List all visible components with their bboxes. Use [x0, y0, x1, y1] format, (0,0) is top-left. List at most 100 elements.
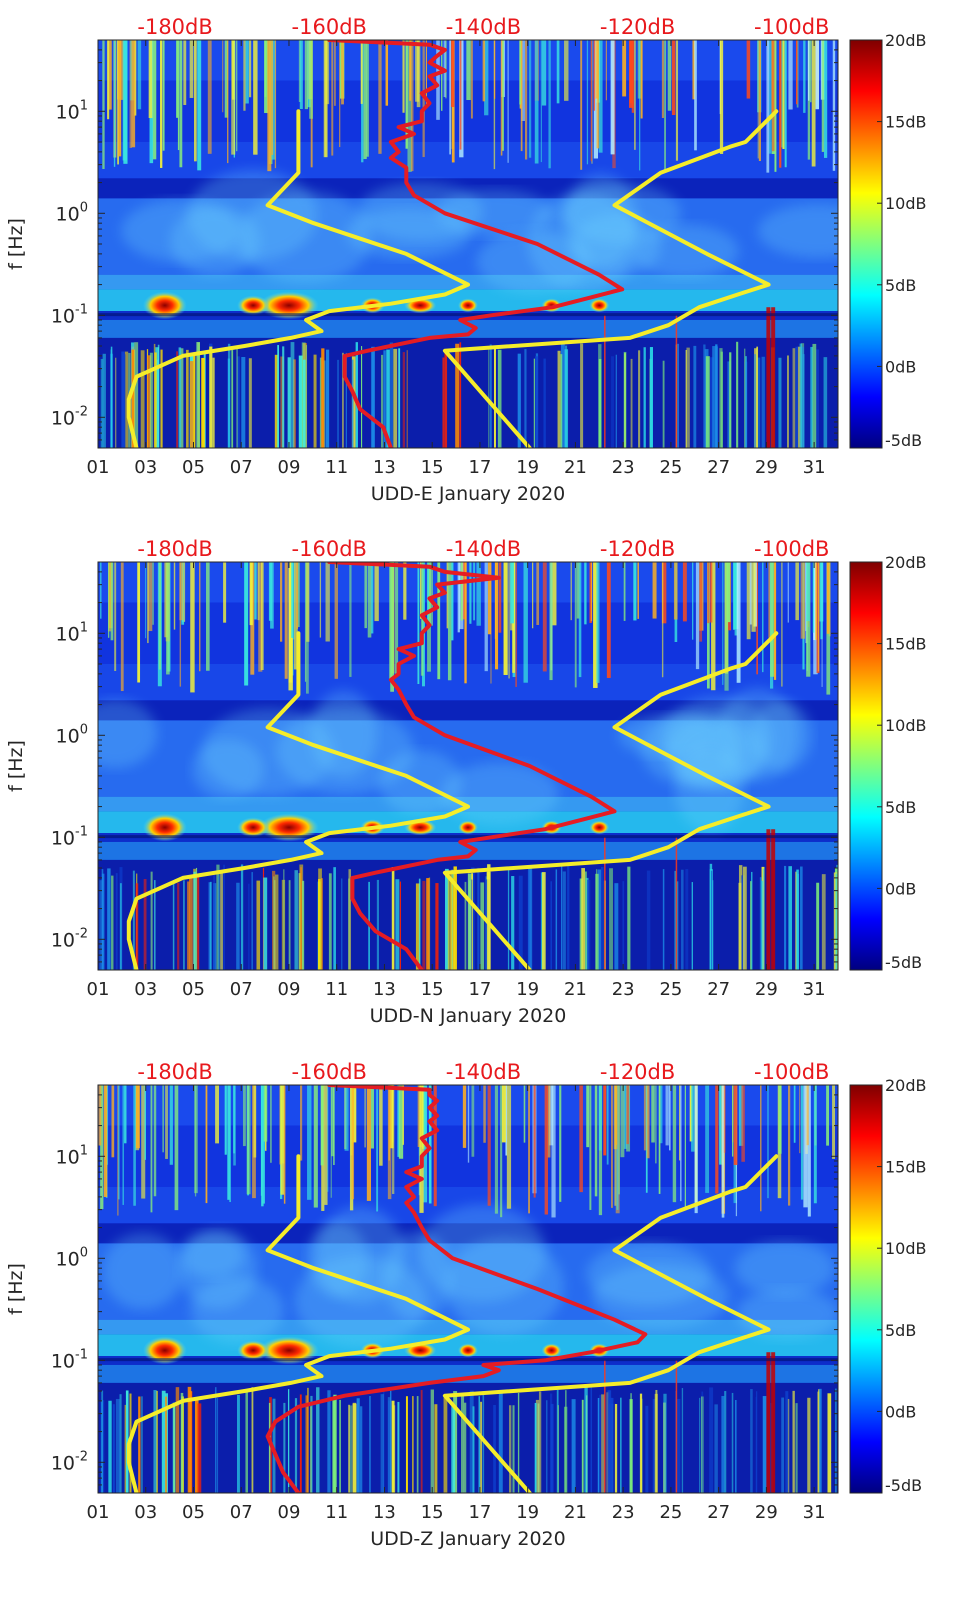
heatmap-streak [484, 562, 488, 672]
heatmap-stripe [662, 869, 665, 970]
top-axis-tick-label: -120dB [600, 15, 675, 39]
heatmap-stripe [110, 346, 113, 448]
x-axis: 01 03 05 07 09 11 13 15 17 19 21 23 25 27 29 31 UDD-E Ja… [87, 40, 826, 505]
heatmap-stripe [598, 358, 602, 448]
heatmap-streak [122, 1085, 124, 1205]
heatmap-stripe [121, 351, 125, 448]
heatmap-stripe [348, 869, 352, 970]
heatmap-haze [592, 1263, 729, 1330]
heatmap-stripe [430, 1389, 434, 1493]
heatmap-stripe [674, 870, 677, 970]
heatmap-streak [707, 562, 710, 689]
heatmap-stripe [710, 870, 713, 970]
colorbar-tick-label: 0dB [885, 1402, 916, 1421]
heatmap-stripe [293, 359, 296, 448]
heatmap-streak [548, 40, 551, 169]
heatmap-stripe [380, 1394, 384, 1493]
heatmap-streak [596, 40, 600, 149]
heatmap-stripe [762, 868, 765, 970]
heatmap-streak [144, 1085, 146, 1160]
heatmap-streak [260, 562, 264, 671]
heatmap-stripe [595, 869, 598, 970]
x-tick-label: 03 [134, 457, 157, 478]
x-tick-label: 09 [278, 979, 301, 1000]
heatmap-hotspot [258, 291, 319, 320]
heatmap-streak [466, 40, 471, 101]
heatmap-stripe [543, 358, 546, 448]
heatmap-stripe [705, 356, 710, 448]
heatmap-streak [141, 1085, 146, 1199]
x-tick-label: 05 [182, 1502, 205, 1523]
heatmap-hotspot [458, 1343, 478, 1358]
heatmap-streak [299, 40, 303, 110]
colorbar-tick-label: 15dB [885, 1158, 927, 1177]
heatmap-stripe [176, 351, 178, 448]
x-tick-label: 29 [755, 457, 778, 478]
heatmap-stripe [662, 360, 665, 448]
heatmap-streak [760, 1085, 762, 1212]
heatmap-streak [651, 1085, 655, 1143]
heatmap-stripe [720, 351, 723, 448]
heatmap-streak [288, 562, 293, 683]
heatmap-stripe [237, 1394, 240, 1493]
heatmap-stripe [194, 1399, 199, 1493]
heatmap-stripe [186, 349, 189, 448]
heatmap-stripe [546, 1400, 548, 1493]
heatmap-streak [341, 40, 344, 105]
heatmap-streak [392, 1085, 394, 1143]
heatmap-stripe [453, 1391, 458, 1493]
y-axis: 10-2 10-1 100 101 f [Hz] [5, 561, 838, 971]
heatmap-spike [766, 307, 771, 448]
heatmap-stripe [781, 1397, 785, 1493]
heatmap-streak [462, 562, 466, 620]
heatmap-spike [675, 1360, 678, 1493]
heatmap-streak [137, 40, 142, 110]
heatmap-stripe [585, 871, 587, 970]
heatmap-band [98, 1364, 838, 1383]
heatmap-stripe [451, 869, 454, 970]
heatmap-spike [604, 315, 606, 448]
heatmap-stripe [517, 353, 521, 448]
heatmap-streak [721, 1085, 725, 1218]
colorbar-gradient [849, 561, 883, 971]
heatmap-streak [117, 1085, 119, 1216]
heatmap-streak [523, 1085, 526, 1143]
heatmap-stripe [283, 869, 285, 970]
y-axis: 10-2 10-1 100 101 f [Hz] [5, 1084, 838, 1494]
heatmap-streak [263, 1085, 268, 1142]
heatmap-hotspot [237, 295, 270, 316]
heatmap-streak [179, 562, 182, 687]
x-tick-label: 01 [87, 1502, 110, 1523]
x-tick-label: 19 [516, 979, 539, 1000]
heatmap-streak [165, 1085, 168, 1159]
heatmap-stripe [685, 869, 689, 970]
heatmap-streak [722, 562, 724, 685]
heatmap-streak [283, 1085, 286, 1204]
heatmap-streak [536, 562, 540, 625]
heatmap-stripe [560, 344, 565, 448]
heatmap-streak [446, 562, 449, 629]
heatmap-stripe [213, 874, 216, 970]
heatmap-stripe [422, 880, 426, 970]
heatmap-stripe [815, 349, 820, 448]
colorbar-tick-label: 5dB [885, 1321, 916, 1340]
heatmap-stripe [724, 1391, 727, 1493]
heatmap-stripe [744, 361, 748, 448]
heatmap-stripe [792, 1390, 795, 1493]
heatmap-streak [176, 40, 179, 118]
top-axis-tick-label: -160dB [292, 1060, 367, 1084]
heatmap-streak [733, 1085, 738, 1165]
colorbar-tick-label: 20dB [885, 31, 927, 50]
heatmap-streak [487, 1085, 491, 1206]
heatmap-stripe [359, 1406, 363, 1493]
heatmap-stripe [750, 881, 752, 970]
heatmap-stripe [459, 342, 462, 448]
heatmap-streak [811, 40, 816, 167]
heatmap-stripe [349, 1405, 353, 1493]
x-tick-label: 11 [325, 1502, 348, 1523]
heatmap-streak [803, 1085, 808, 1208]
heatmap-stripe [318, 878, 321, 970]
heatmap-stripe [714, 1404, 718, 1493]
heatmap-stripe [391, 867, 395, 970]
heatmap-stripe [464, 881, 467, 970]
